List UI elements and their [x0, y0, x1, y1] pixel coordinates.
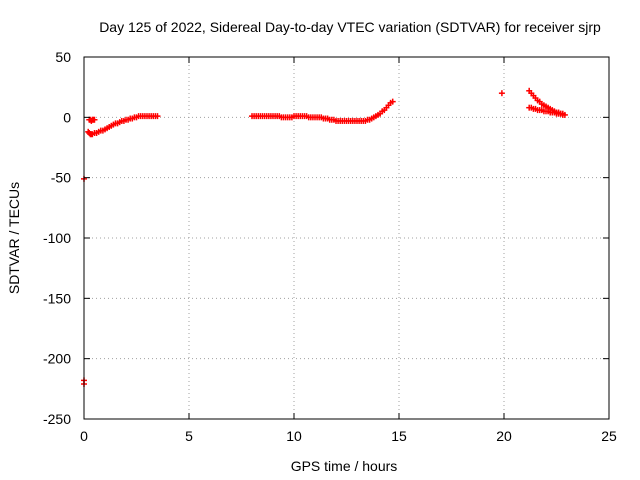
plot-area-frame	[83, 56, 610, 420]
x-tick-label: 20	[496, 428, 512, 444]
x-tick-label: 10	[286, 428, 302, 444]
x-tick-label: 25	[601, 428, 617, 444]
data-point	[389, 98, 396, 105]
y-axis-label: SDTVAR / TECUs	[6, 182, 22, 294]
axes: 0 5 10 15 20 25 -250 -200 -150 -100 -50 0 50	[43, 49, 617, 444]
y-tick-label: 50	[55, 49, 71, 65]
data-point	[154, 113, 161, 120]
y-tick-label: -250	[43, 411, 71, 427]
x-tick-label: 0	[80, 428, 88, 444]
grid	[84, 57, 609, 419]
y-tick-label: -150	[43, 290, 71, 306]
chart-title: Day 125 of 2022, Sidereal Day-to-day VTE…	[99, 19, 601, 35]
data-point	[91, 116, 98, 123]
x-tick-label: 15	[391, 428, 407, 444]
data-point	[498, 90, 505, 97]
x-tick-label: 5	[185, 428, 193, 444]
data-points	[81, 87, 568, 388]
y-tick-label: 0	[63, 109, 71, 125]
y-tick-label: -100	[43, 230, 71, 246]
y-tick-label: -200	[43, 351, 71, 367]
data-point	[561, 111, 568, 118]
y-tick-label: -50	[51, 170, 71, 186]
x-axis-label: GPS time / hours	[291, 458, 398, 474]
